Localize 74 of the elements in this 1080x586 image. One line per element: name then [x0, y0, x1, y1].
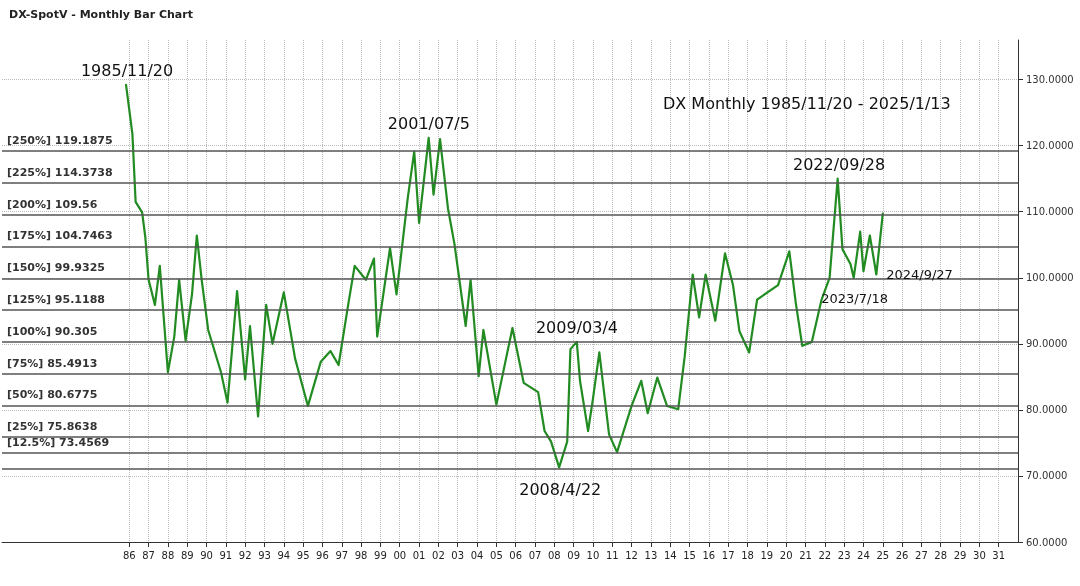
x-tick-label: 24 — [857, 549, 870, 561]
y-tick-label: 90.0000 — [1026, 338, 1068, 350]
x-tick-label: 05 — [490, 549, 503, 561]
x-tick-label: 18 — [741, 549, 754, 561]
y-tick-label: 120.0000 — [1026, 140, 1074, 152]
annotation: 2023/7/18 — [821, 291, 888, 307]
x-tick-label: 87 — [142, 549, 155, 561]
ref-line-label: [125%] 95.1188 — [7, 293, 105, 307]
x-tick-label: 88 — [161, 549, 175, 561]
annotation: 1985/11/20 — [80, 60, 174, 80]
ref-line-label: [25%] 75.8638 — [7, 420, 98, 434]
ref-line-label: [250%] 119.1875 — [7, 134, 113, 148]
x-tick-label: 31 — [992, 549, 1006, 561]
x-tick-label: 07 — [528, 549, 542, 561]
x-tick-label: 19 — [760, 549, 774, 561]
ref-line-label: [100%] 90.305 — [7, 324, 98, 338]
x-tick-label: 16 — [702, 549, 716, 561]
x-tick-label: 03 — [451, 549, 465, 561]
ref-line-label: [75%] 85.4913 — [7, 356, 98, 370]
ref-line-label: [150%] 99.9325 — [7, 261, 105, 275]
x-tick-label: 98 — [354, 549, 368, 561]
x-tick-label: 99 — [374, 549, 387, 561]
x-tick-label: 13 — [644, 549, 658, 561]
x-tick-label: 10 — [586, 549, 600, 561]
x-tick-label: 04 — [470, 549, 484, 561]
x-tick-label: 86 — [122, 549, 136, 561]
x-tick-label: 22 — [818, 549, 832, 561]
x-tick-label: 30 — [973, 549, 986, 561]
ref-line-label: [200%] 109.56 — [7, 197, 98, 211]
x-tick-label: 23 — [837, 549, 851, 561]
y-tick-label: 130.0000 — [1026, 74, 1074, 86]
ref-line-label: [50%] 80.6775 — [7, 388, 98, 402]
x-tick-label: 93 — [258, 549, 271, 561]
x-tick-label: 14 — [663, 549, 677, 561]
ref-line-label: [175%] 104.7463 — [7, 229, 113, 243]
x-tick-label: 06 — [509, 549, 523, 561]
x-tick-label: 11 — [605, 549, 619, 561]
annotation: 2022/09/28 — [792, 154, 886, 174]
y-tick-label: 60.0000 — [1026, 536, 1068, 548]
x-tick-label: 97 — [335, 549, 349, 561]
text: DX Monthly 1985/11/20 - 2025/1/13 — [663, 93, 951, 113]
ref-line-label: [225%] 114.3738 — [7, 165, 113, 179]
x-tick-label: 95 — [296, 549, 310, 561]
annotation: 2009/03/4 — [535, 317, 618, 337]
x-tick-label: 12 — [625, 549, 638, 561]
x-tick-label: 29 — [953, 549, 967, 561]
x-tick-label: 08 — [547, 549, 561, 561]
y-tick-label: 70.0000 — [1026, 470, 1068, 482]
y-tick-label: 80.0000 — [1026, 404, 1068, 416]
x-tick-label: 92 — [238, 549, 252, 561]
x-tick-label: 89 — [180, 549, 194, 561]
annotation: 2001/07/5 — [387, 113, 470, 133]
x-tick-label: 20 — [779, 549, 793, 561]
x-tick-label: 28 — [934, 549, 948, 561]
y-tick-label: 110.0000 — [1026, 206, 1074, 218]
x-tick-label: 94 — [277, 549, 291, 561]
annotation: 2024/9/27 — [886, 266, 953, 282]
x-tick-label: 00 — [393, 549, 407, 561]
x-tick-label: 21 — [799, 549, 812, 561]
y-tick-label: 100.0000 — [1026, 272, 1074, 284]
x-tick-label: 09 — [567, 549, 581, 561]
x-tick-label: 91 — [219, 549, 233, 561]
x-tick-label: 26 — [895, 549, 909, 561]
ref-line-label: [12.5%] 73.4569 — [7, 436, 110, 450]
x-tick-label: 27 — [915, 549, 928, 561]
annotation: 2008/4/22 — [519, 480, 602, 500]
x-tick-label: 15 — [683, 549, 696, 561]
x-tick-label: 17 — [721, 549, 735, 561]
x-tick-label: 96 — [316, 549, 329, 561]
x-tick-label: 02 — [432, 549, 445, 561]
chart-title: DX-SpotV - Monthly Bar Chart — [9, 8, 193, 21]
x-tick-label: 01 — [412, 549, 426, 561]
x-tick-label: 25 — [876, 549, 890, 561]
x-tick-label: 90 — [200, 549, 213, 561]
